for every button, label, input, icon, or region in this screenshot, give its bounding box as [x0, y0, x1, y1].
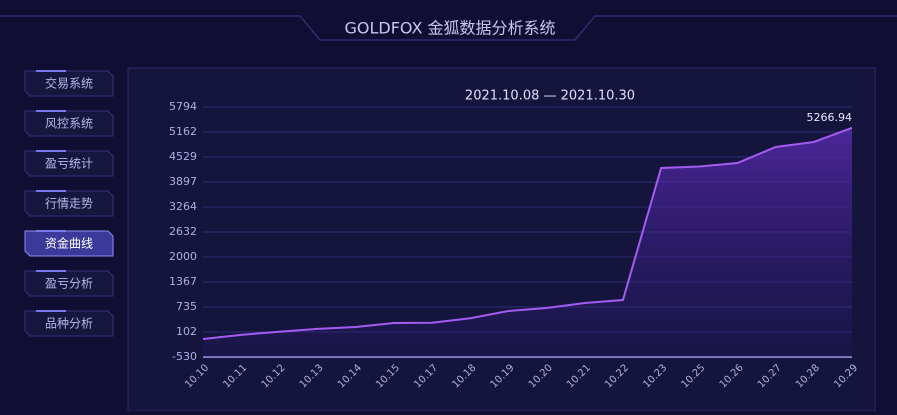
- y-tick-label: 3897: [169, 175, 197, 188]
- menu-label: 交易系统: [45, 76, 93, 91]
- menu-button: [24, 190, 114, 217]
- menu-label: 盈亏统计: [45, 157, 93, 171]
- y-tick-label: 735: [176, 300, 197, 313]
- header-frame: [0, 15, 897, 41]
- menu-button: [24, 230, 114, 257]
- y-tick-label: 1367: [169, 275, 197, 288]
- menu-button: [24, 110, 114, 137]
- y-tick-label: -530: [172, 350, 197, 363]
- y-tick-label: 5162: [169, 125, 197, 138]
- menu-item[interactable]: 风控系统: [24, 110, 114, 137]
- menu-item[interactable]: 盈亏统计: [24, 150, 114, 177]
- menu-button: [24, 150, 114, 177]
- area-fill: [203, 127, 852, 357]
- menu-button: [24, 270, 114, 297]
- value-label: 5266.94: [807, 111, 853, 124]
- menu-button: [24, 70, 114, 97]
- header-title: GOLDFOX 金狐数据分析系统: [344, 19, 555, 38]
- menu-label: 盈亏分析: [45, 277, 93, 291]
- chart-title: 2021.10.08 — 2021.10.30: [465, 89, 635, 104]
- y-tick-label: 3264: [169, 200, 197, 213]
- menu-item[interactable]: 品种分析: [24, 310, 114, 337]
- series-line: [202, 126, 853, 341]
- menu-label: 品种分析: [45, 317, 93, 331]
- y-tick-label: 2632: [169, 225, 197, 238]
- y-tick-label: 4529: [169, 150, 197, 163]
- y-tick-label: 2000: [169, 250, 197, 263]
- menu-label: 风控系统: [45, 117, 93, 131]
- menu-item[interactable]: 行情走势: [24, 190, 114, 217]
- menu-label: 行情走势: [45, 197, 93, 211]
- menu-button: [24, 310, 114, 337]
- menu-item[interactable]: 资金曲线: [24, 230, 114, 257]
- y-tick-label: 5794: [169, 100, 197, 113]
- menu-item[interactable]: 交易系统: [24, 70, 114, 97]
- y-tick-label: 102: [176, 325, 197, 338]
- menu-label: 资金曲线: [45, 236, 93, 251]
- menu-item[interactable]: 盈亏分析: [24, 270, 114, 297]
